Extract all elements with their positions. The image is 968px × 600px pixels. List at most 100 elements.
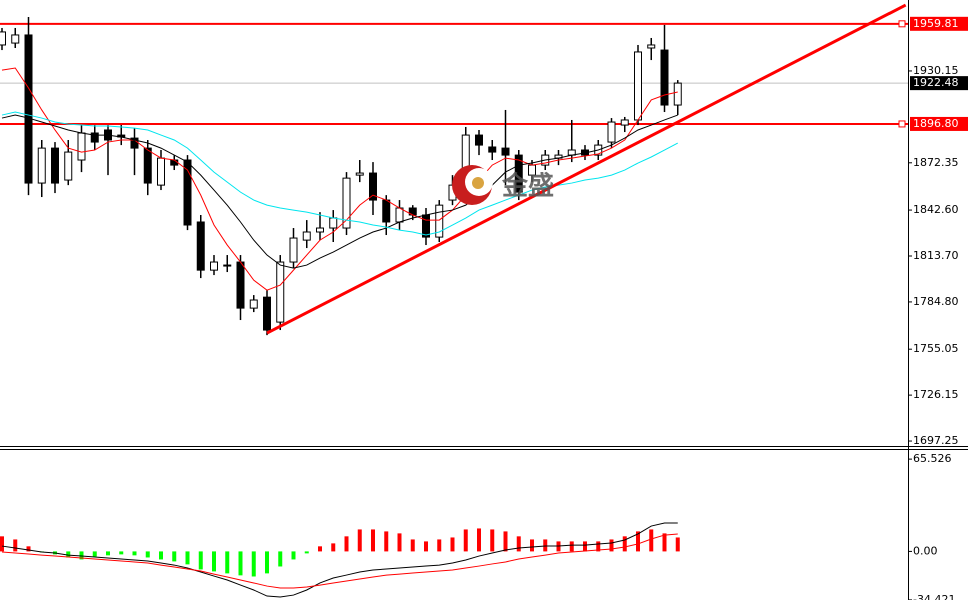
histogram-bar <box>450 537 455 552</box>
histogram-bar <box>424 541 428 552</box>
histogram-bar <box>437 539 442 552</box>
histogram-bar <box>106 551 110 556</box>
histogram-bar <box>662 533 667 552</box>
histogram-bar <box>212 551 216 572</box>
histogram-bar <box>225 551 230 574</box>
candle-body <box>369 172 377 201</box>
candle-body <box>435 204 444 238</box>
price-label-box <box>910 16 968 31</box>
watermark-logo: 金盛 <box>452 165 554 205</box>
price-label-box <box>910 76 968 91</box>
candle-body <box>475 134 483 146</box>
histogram-bar <box>530 539 534 552</box>
candle-body <box>157 157 165 186</box>
candle-body <box>223 264 232 267</box>
histogram-bar <box>119 551 124 555</box>
candle-body <box>143 147 152 184</box>
histogram-bar <box>0 536 4 552</box>
y-tick-label: 1784.80 <box>913 295 959 308</box>
y-tick-label: -34.421 <box>913 593 955 600</box>
candle-body <box>289 237 298 263</box>
histogram-bar <box>477 528 481 552</box>
candle-body <box>673 82 682 106</box>
histogram-bar <box>13 539 18 552</box>
histogram-bar <box>198 551 203 570</box>
candle-body <box>634 51 642 121</box>
y-tick-label: 1872.35 <box>913 156 959 169</box>
y-tick-label: 1697.25 <box>913 434 959 447</box>
candle-body <box>488 146 497 153</box>
candle-body <box>422 214 430 238</box>
trend-line <box>266 3 907 335</box>
y-tick-label: 1755.05 <box>913 342 959 355</box>
histogram-bar <box>26 546 31 552</box>
histogram-bar <box>463 529 468 552</box>
histogram-bar <box>490 529 495 552</box>
candle-body <box>501 147 510 156</box>
candle-body <box>647 44 656 49</box>
candle-body <box>210 261 218 271</box>
price-label-box <box>910 116 968 131</box>
candle-body <box>183 159 192 226</box>
candle-body <box>660 49 669 106</box>
histogram-bar <box>344 536 349 552</box>
histogram-bar <box>596 541 601 552</box>
histogram-bar <box>410 539 415 552</box>
histogram-bar <box>609 539 614 552</box>
candle-body <box>607 121 616 143</box>
candle-body <box>249 299 258 309</box>
candle-body <box>11 34 20 44</box>
candle-body <box>77 132 86 161</box>
y-tick-label: 1842.60 <box>913 203 959 216</box>
candle-body <box>37 147 46 184</box>
candle-body <box>276 261 285 323</box>
histogram-bar <box>185 551 190 565</box>
histogram-bar <box>636 531 640 552</box>
histogram-bar <box>172 551 177 562</box>
candle-body <box>236 261 245 309</box>
candle-body <box>24 34 33 184</box>
candle-body <box>355 172 364 176</box>
candle-body <box>302 231 311 241</box>
histogram-bar <box>92 551 97 557</box>
watermark-text: 金盛 <box>501 171 554 202</box>
histogram-bar <box>66 551 71 558</box>
histogram-bar <box>622 536 627 552</box>
price-label: 1896.80 <box>913 117 959 130</box>
candle-body <box>196 221 205 271</box>
histogram-bar <box>384 531 389 552</box>
candle-body <box>51 147 59 184</box>
histogram-bar <box>132 551 137 556</box>
candle-body <box>90 132 99 143</box>
candle-body <box>395 207 404 223</box>
histogram-bar <box>304 551 309 554</box>
histogram-bar <box>291 551 296 560</box>
moving-average <box>1 114 678 269</box>
price-label: 1922.48 <box>913 76 959 89</box>
histogram-bar <box>357 529 362 552</box>
histogram-bar <box>649 529 654 552</box>
histogram-bar <box>371 529 375 552</box>
histogram-bar <box>79 551 84 560</box>
histogram-bar <box>503 531 508 552</box>
candle-body <box>64 151 73 181</box>
moving-average <box>1 111 678 236</box>
histogram-bar <box>145 551 150 558</box>
histogram-bar <box>583 541 587 552</box>
histogram-bar <box>251 551 256 577</box>
y-tick-label: 1726.15 <box>913 388 959 401</box>
line-marker <box>898 120 906 128</box>
y-tick-label: 1813.70 <box>913 249 959 262</box>
histogram-bar <box>516 536 521 552</box>
histogram-bar <box>265 551 269 574</box>
candle-body <box>382 199 391 223</box>
candle-body <box>342 177 351 229</box>
candle-body <box>0 31 6 46</box>
histogram-bar <box>569 541 574 552</box>
candle-body <box>170 159 179 166</box>
histogram-bar <box>238 551 243 576</box>
histogram-bar <box>397 533 402 552</box>
histogram-bar <box>159 551 163 560</box>
